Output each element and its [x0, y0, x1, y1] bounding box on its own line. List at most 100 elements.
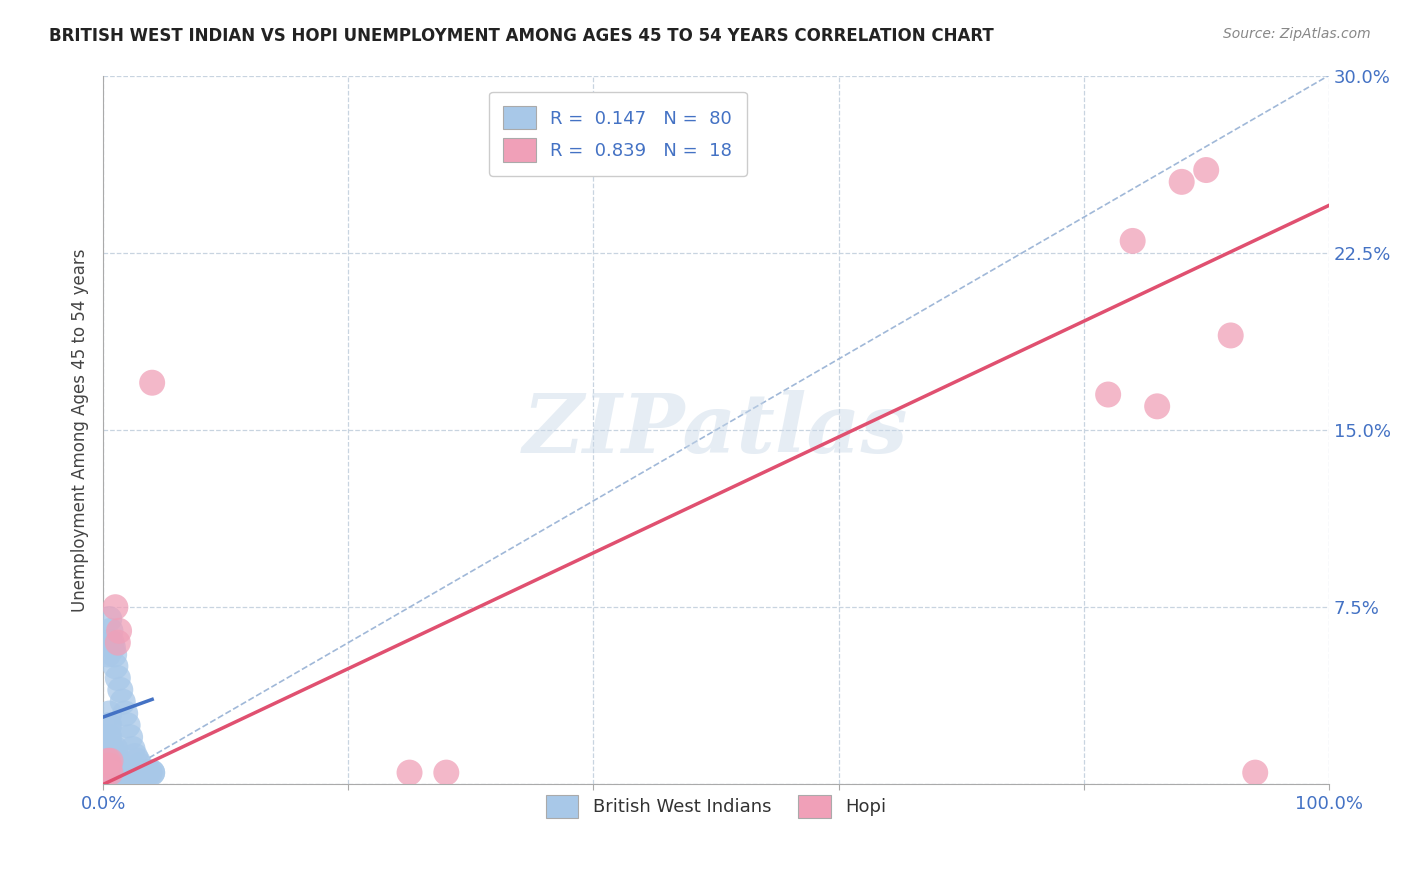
- Text: Source: ZipAtlas.com: Source: ZipAtlas.com: [1223, 27, 1371, 41]
- Point: [97, 754, 120, 768]
- Point: [100, 758, 122, 772]
- Point: [101, 758, 124, 772]
- Point: [97, 718, 120, 732]
- Point: [98, 718, 121, 732]
- Point: [100, 742, 122, 756]
- Point: [100, 635, 122, 649]
- Point: [97, 730, 120, 744]
- Point: [104, 765, 127, 780]
- Point: [103, 756, 125, 771]
- Point: [107, 635, 129, 649]
- Point: [98, 706, 121, 721]
- Point: [101, 640, 124, 655]
- Point: [101, 754, 124, 768]
- Point: [1097, 387, 1119, 401]
- Point: [110, 758, 132, 772]
- Point: [98, 742, 121, 756]
- Point: [98, 754, 121, 768]
- Point: [129, 765, 152, 780]
- Point: [129, 758, 152, 772]
- Point: [136, 765, 159, 780]
- Point: [127, 754, 149, 768]
- Point: [108, 758, 131, 772]
- Point: [125, 765, 148, 780]
- Point: [117, 765, 139, 780]
- Point: [104, 659, 127, 673]
- Point: [117, 718, 139, 732]
- Point: [1146, 400, 1168, 414]
- Point: [104, 600, 127, 615]
- Point: [1122, 234, 1144, 248]
- Point: [1219, 328, 1241, 343]
- Point: [100, 754, 122, 768]
- Point: [97, 754, 120, 768]
- Point: [98, 730, 121, 744]
- Point: [110, 765, 132, 780]
- Point: [398, 765, 420, 780]
- Point: [100, 624, 122, 638]
- Point: [1195, 163, 1218, 178]
- Point: [108, 765, 131, 780]
- Point: [131, 765, 153, 780]
- Point: [141, 765, 163, 780]
- Point: [121, 765, 143, 780]
- Point: [111, 695, 134, 709]
- Point: [114, 706, 136, 721]
- Point: [118, 765, 141, 780]
- Point: [100, 764, 122, 778]
- Point: [141, 765, 163, 780]
- Text: BRITISH WEST INDIAN VS HOPI UNEMPLOYMENT AMONG AGES 45 TO 54 YEARS CORRELATION C: BRITISH WEST INDIAN VS HOPI UNEMPLOYMENT…: [49, 27, 994, 45]
- Point: [96, 765, 118, 780]
- Text: ZIPatlas: ZIPatlas: [523, 390, 908, 470]
- Point: [110, 765, 132, 780]
- Point: [103, 648, 125, 662]
- Point: [115, 765, 138, 780]
- Point: [105, 764, 128, 778]
- Y-axis label: Unemployment Among Ages 45 to 54 years: Unemployment Among Ages 45 to 54 years: [72, 248, 89, 612]
- Point: [103, 764, 125, 778]
- Point: [120, 765, 142, 780]
- Point: [112, 765, 135, 780]
- Point: [107, 758, 129, 772]
- Point: [96, 758, 118, 772]
- Point: [141, 376, 163, 390]
- Point: [103, 749, 125, 764]
- Point: [134, 765, 156, 780]
- Point: [107, 765, 129, 780]
- Point: [100, 754, 122, 768]
- Point: [120, 765, 142, 780]
- Point: [100, 765, 122, 780]
- Point: [98, 758, 121, 772]
- Point: [124, 749, 146, 764]
- Point: [1244, 765, 1267, 780]
- Point: [138, 765, 160, 780]
- Point: [98, 765, 121, 780]
- Point: [105, 754, 128, 768]
- Point: [104, 754, 127, 768]
- Point: [100, 765, 122, 780]
- Point: [1170, 175, 1192, 189]
- Point: [104, 742, 127, 756]
- Point: [98, 749, 121, 764]
- Point: [96, 742, 118, 756]
- Point: [98, 758, 121, 772]
- Point: [104, 761, 127, 775]
- Point: [124, 765, 146, 780]
- Point: [122, 765, 145, 780]
- Point: [110, 682, 132, 697]
- Point: [101, 749, 124, 764]
- Point: [114, 765, 136, 780]
- Point: [100, 742, 122, 756]
- Point: [97, 648, 120, 662]
- Point: [120, 730, 142, 744]
- Point: [107, 671, 129, 685]
- Point: [96, 635, 118, 649]
- Legend: British West Indians, Hopi: British West Indians, Hopi: [538, 788, 893, 825]
- Point: [108, 624, 131, 638]
- Point: [434, 765, 457, 780]
- Point: [111, 765, 134, 780]
- Point: [94, 754, 117, 768]
- Point: [101, 765, 124, 780]
- Point: [98, 612, 121, 626]
- Point: [135, 765, 157, 780]
